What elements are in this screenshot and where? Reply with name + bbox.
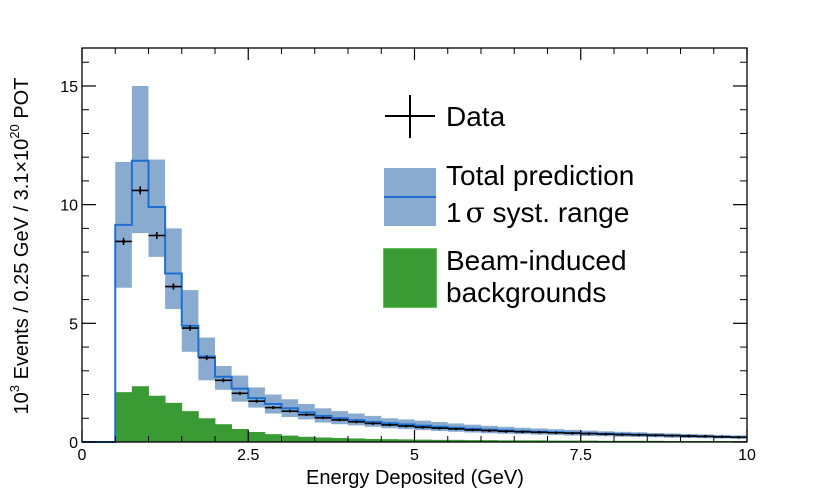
background-bar (264, 434, 282, 442)
data-point (663, 434, 681, 437)
x-tick-label: 7.5 (570, 447, 592, 464)
data-point (131, 186, 149, 195)
data-point (614, 433, 631, 437)
x-tick-label: 2.5 (237, 447, 259, 464)
background-bar (314, 437, 332, 442)
background-bar (198, 418, 216, 442)
x-tick-label: 0 (78, 447, 87, 464)
data-point (348, 420, 365, 424)
background-bar (481, 440, 499, 442)
data-point (148, 231, 166, 240)
background-bar (131, 386, 149, 442)
background-bar (447, 439, 465, 442)
background-bar (115, 392, 133, 442)
data-point (447, 427, 465, 431)
data-point (165, 283, 182, 290)
background-bar (231, 428, 249, 442)
legend-background-label-1: Beam-induced (446, 245, 627, 276)
data-point (697, 434, 714, 438)
data-point (630, 433, 648, 437)
background-bar (414, 439, 432, 442)
background-bar (431, 439, 449, 442)
data-point (547, 431, 565, 435)
background-bar (547, 440, 565, 442)
data-points-group (115, 186, 747, 439)
background-bar (514, 440, 532, 442)
data-point (231, 391, 249, 396)
background-bar (281, 435, 299, 442)
background-bar (580, 440, 598, 442)
x-tick-label: 10 (738, 447, 756, 464)
data-point (597, 432, 614, 436)
data-point (647, 433, 664, 437)
x-axis-label: Energy Deposited (GeV) (306, 467, 524, 489)
data-point (248, 399, 265, 403)
data-point (281, 409, 299, 413)
background-bar (464, 440, 482, 442)
data-point (331, 418, 348, 422)
legend-data-marker (385, 95, 435, 138)
background-bar (165, 402, 183, 442)
data-point (514, 430, 531, 434)
syst-band-bin (131, 85, 149, 234)
data-point (215, 378, 232, 383)
data-point (431, 426, 448, 430)
data-point (414, 425, 432, 429)
background-bar (364, 438, 382, 442)
legend-data-label: Data (446, 101, 506, 132)
data-point (314, 416, 332, 420)
legend-prediction-label: Total prediction (446, 160, 634, 191)
y-tick-label: 0 (69, 435, 78, 452)
y-axis-label: 103 Events / 0.25 GeV / 3.1×1020 POT (7, 78, 33, 415)
data-point (730, 435, 747, 439)
data-point (497, 429, 515, 433)
y-tick-label: 10 (60, 198, 78, 215)
data-point (464, 428, 481, 432)
axis-ticks: 0 2.5 5 7.5 10 0 5 10 15 (60, 48, 756, 464)
background-bar (397, 439, 415, 442)
background-bar (497, 440, 515, 442)
x-tick-label: 5 (410, 447, 419, 464)
background-group (115, 386, 748, 442)
data-point (564, 431, 581, 435)
y-tick-label: 5 (69, 316, 78, 333)
syst-band-bin (215, 366, 232, 390)
background-bar (530, 440, 548, 442)
background-bar (331, 437, 349, 442)
data-point (364, 422, 382, 425)
background-bar (148, 395, 166, 442)
data-point (580, 432, 598, 436)
data-point (397, 424, 415, 428)
y-tick-label: 15 (60, 79, 78, 96)
background-bar (348, 438, 366, 442)
data-point (115, 237, 132, 245)
background-bar (181, 411, 199, 442)
data-point (680, 434, 698, 438)
syst-band-bin (165, 228, 182, 310)
background-bar (564, 440, 582, 442)
data-point (264, 406, 282, 410)
data-point (181, 325, 199, 331)
background-bar (248, 432, 266, 442)
background-bar (298, 436, 316, 442)
syst-band-bin (148, 159, 166, 257)
legend-background-swatch (383, 248, 437, 308)
data-point (298, 413, 315, 417)
data-point (713, 435, 731, 439)
data-point (481, 429, 498, 433)
data-point (198, 355, 215, 361)
background-bar (381, 439, 399, 442)
legend-background-label-2: backgrounds (446, 277, 606, 308)
syst-band-bin (181, 290, 199, 352)
background-bar (215, 424, 233, 442)
data-point (530, 430, 548, 434)
data-point (381, 423, 398, 427)
